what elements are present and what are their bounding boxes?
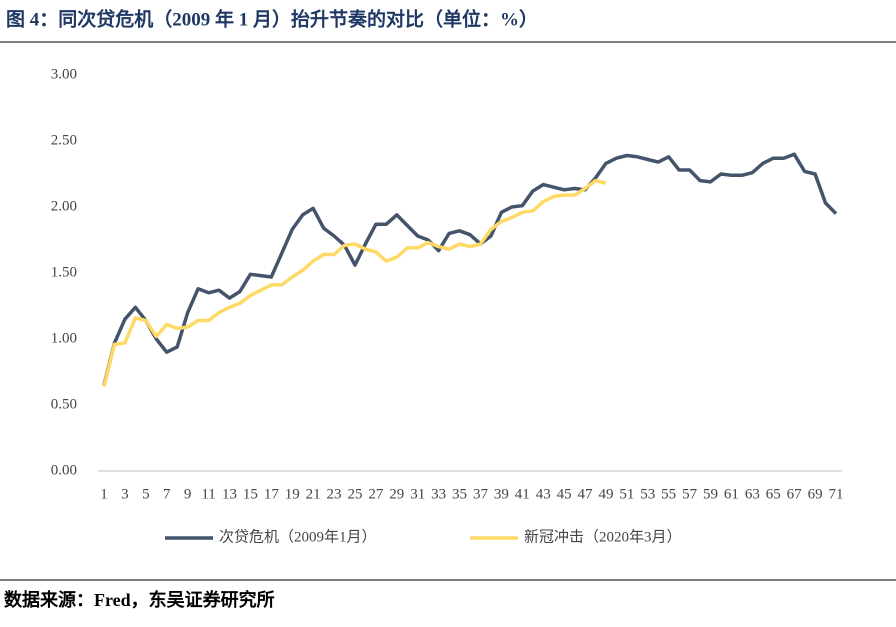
x-tick-label: 57 [682, 486, 698, 502]
x-tick-label: 19 [285, 486, 300, 502]
x-tick-label: 27 [368, 486, 384, 502]
x-tick-label: 29 [389, 486, 404, 502]
x-tick-label: 71 [829, 486, 844, 502]
x-tick-label: 21 [306, 486, 321, 502]
x-tick-label: 39 [494, 486, 509, 502]
x-tick-label: 35 [452, 486, 467, 502]
x-tick-label: 31 [410, 486, 425, 502]
x-tick-label: 9 [184, 486, 192, 502]
y-tick-label: 2.00 [51, 198, 77, 214]
x-tick-label: 55 [661, 486, 676, 502]
y-tick-label: 1.00 [51, 330, 77, 346]
x-tick-label: 15 [243, 486, 258, 502]
x-tick-label: 3 [121, 486, 129, 502]
x-tick-label: 69 [808, 486, 823, 502]
x-tick-label: 47 [578, 486, 594, 502]
chart-title: 图 4：同次贷危机（2009 年 1 月）抬升节奏的对比（单位：%） [6, 7, 538, 30]
y-tick-label: 0.00 [51, 462, 77, 478]
x-tick-label: 13 [222, 486, 237, 502]
x-tick-label: 1 [100, 486, 108, 502]
x-tick-label: 11 [201, 486, 215, 502]
x-tick-label: 5 [142, 486, 150, 502]
legend-label: 新冠冲击（2020年3月） [524, 528, 682, 545]
y-tick-label: 2.50 [51, 132, 77, 148]
legend-label: 次贷危机（2009年1月） [219, 528, 377, 545]
y-tick-label: 3.00 [51, 66, 77, 82]
x-tick-label: 51 [619, 486, 634, 502]
x-tick-label: 37 [473, 486, 489, 502]
x-tick-label: 23 [327, 486, 342, 502]
x-tick-label: 45 [557, 486, 572, 502]
x-tick-label: 63 [745, 486, 760, 502]
x-tick-label: 61 [724, 486, 739, 502]
series-line [102, 152, 838, 386]
x-tick-label: 41 [515, 486, 530, 502]
x-tick-label: 59 [703, 486, 718, 502]
x-tick-label: 53 [640, 486, 655, 502]
y-tick-label: 1.50 [51, 264, 77, 280]
x-tick-label: 49 [598, 486, 613, 502]
source: 数据来源：Fred，东吴证券研究所 [4, 589, 275, 610]
x-tick-label: 33 [431, 486, 446, 502]
x-tick-label: 43 [536, 486, 551, 502]
series-line [102, 178, 607, 387]
x-tick-label: 65 [766, 486, 781, 502]
x-tick-label: 67 [787, 486, 803, 502]
x-tick-label: 17 [264, 486, 280, 502]
x-tick-label: 7 [163, 486, 171, 502]
y-tick-label: 0.50 [51, 396, 77, 412]
x-tick-label: 25 [347, 486, 362, 502]
